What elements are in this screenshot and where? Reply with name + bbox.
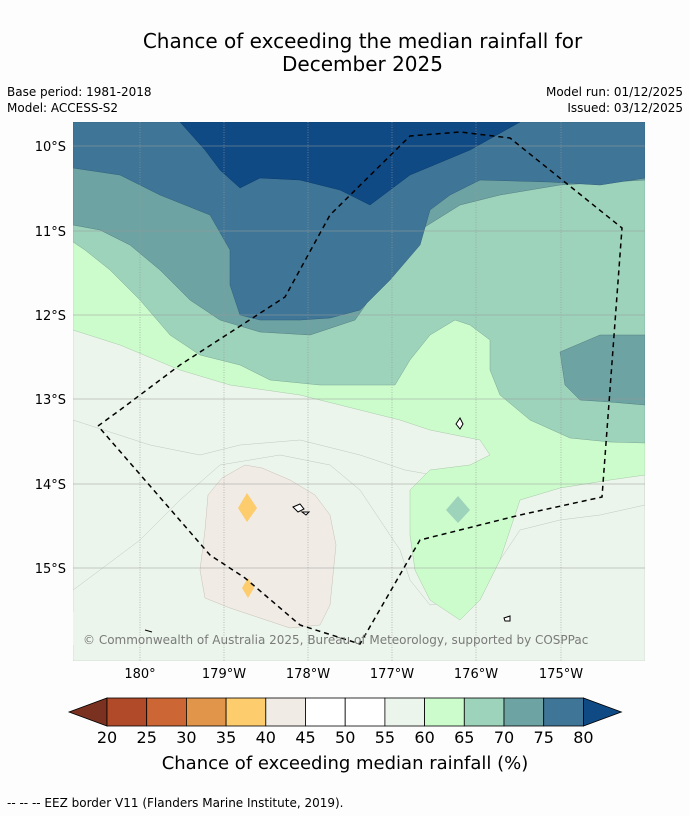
zone-se-70-75 bbox=[559, 334, 645, 406]
zone-above-80 bbox=[179, 122, 521, 206]
colorbar-swatch bbox=[503, 697, 545, 727]
lat-label: 13°S bbox=[35, 393, 66, 408]
model-name: Model: ACCESS-S2 bbox=[7, 101, 119, 115]
colorbar-tick-label: 35 bbox=[215, 728, 237, 747]
title-line-2: December 2025 bbox=[282, 52, 443, 76]
zone-35-40-a bbox=[238, 493, 257, 522]
base-period: Base period: 1981-2018 bbox=[7, 85, 152, 99]
colorbar-tick-label: 65 bbox=[454, 728, 475, 747]
contour-fill bbox=[73, 122, 645, 661]
colorbar-swatch bbox=[225, 697, 267, 727]
eez-legend-note: -- -- -- EEZ border V11 (Flanders Marine… bbox=[7, 796, 344, 810]
title-line-1: Chance of exceeding the median rainfall … bbox=[142, 29, 583, 53]
issued-date: Issued: 03/12/2025 bbox=[567, 101, 683, 115]
colorbar-swatch bbox=[106, 697, 148, 727]
colorbar-swatch bbox=[424, 697, 465, 727]
colorbar-tick-label: 60 bbox=[414, 728, 435, 747]
colorbar-swatch bbox=[146, 697, 187, 727]
colorbar-swatch bbox=[463, 697, 505, 727]
colorbar-tick-label: 25 bbox=[136, 728, 157, 747]
lat-label: 15°S bbox=[35, 562, 66, 577]
colorbar-tick-label: 80 bbox=[573, 728, 594, 747]
colorbar-swatch bbox=[384, 697, 425, 727]
model-run: Model run: 01/12/2025 bbox=[545, 85, 683, 99]
lon-label: 178°W bbox=[286, 667, 330, 682]
lon-labels: 180° 179°W 178°W 177°W 176°W 175°W bbox=[124, 667, 583, 682]
eez-border bbox=[97, 131, 623, 645]
lon-label: 180° bbox=[124, 667, 155, 682]
colorbar-swatch bbox=[305, 697, 346, 727]
colorbar-swatch bbox=[344, 697, 386, 727]
colorbar-tick-label: 30 bbox=[176, 728, 197, 747]
colorbar-tick-label: 75 bbox=[533, 728, 554, 747]
lon-label: 179°W bbox=[202, 667, 246, 682]
colorbar-tick-label: 20 bbox=[96, 728, 118, 747]
colorbar-tick-label: 55 bbox=[374, 728, 396, 747]
lat-label: 14°S bbox=[35, 478, 66, 493]
lon-label: 175°W bbox=[539, 667, 583, 682]
zone-75-80 bbox=[73, 122, 645, 321]
zone-65-70-small bbox=[446, 496, 470, 523]
zone-55-60-sw bbox=[73, 602, 158, 645]
colorbar-tick-label: 40 bbox=[255, 728, 276, 747]
colorbar-label: Chance of exceeding median rainfall (%) bbox=[161, 753, 529, 774]
chart-title: Chance of exceeding the median rainfall … bbox=[0, 30, 690, 76]
meta-left: Base period: 1981-2018 Model: ACCESS-S2 bbox=[7, 84, 152, 116]
colorbar-swatch bbox=[265, 697, 306, 727]
copyright-notice: © Commonwealth of Australia 2025, Bureau… bbox=[83, 633, 589, 647]
colorbar-tick-label: 70 bbox=[493, 728, 515, 747]
colorbar-extend-low bbox=[67, 697, 108, 727]
colorbar-tick-label: 45 bbox=[295, 728, 316, 747]
lon-label: 176°W bbox=[454, 667, 498, 682]
lon-label: 177°W bbox=[370, 667, 414, 682]
lat-label: 11°S bbox=[35, 225, 66, 240]
colorbar-tick-label: 50 bbox=[335, 728, 356, 747]
meta-right: Model run: 01/12/2025 Issued: 03/12/2025 bbox=[546, 84, 683, 116]
lat-label: 12°S bbox=[35, 309, 66, 324]
lat-label: 10°S bbox=[35, 140, 66, 155]
islands bbox=[144, 417, 511, 633]
lat-grid bbox=[73, 145, 645, 569]
colorbar-swatch bbox=[543, 697, 584, 727]
colorbar-swatch bbox=[185, 697, 227, 727]
colorbar bbox=[67, 697, 623, 727]
colorbar-extend-high bbox=[583, 697, 623, 727]
lat-labels: 10°S 11°S 12°S 13°S 14°S 15°S bbox=[35, 140, 66, 577]
